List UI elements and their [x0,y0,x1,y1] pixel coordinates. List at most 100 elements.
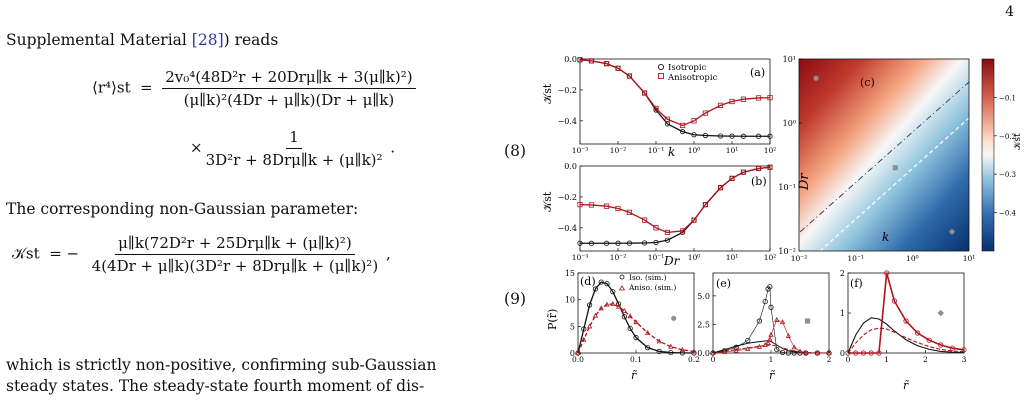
data-point [949,345,956,351]
data-point [774,317,780,322]
panel-f: 2 1 00 1 2 3 (f) r̃ [840,269,967,392]
eq9-lhs: 𝒦st [12,244,40,263]
data-point [767,133,773,139]
data-point [740,96,747,102]
x-tick-label: 0 [846,355,851,364]
panel-c-frame [798,58,970,252]
panel-c-axes: 10¹ 10⁰ 10⁻¹ 10⁻²10⁻² 10⁻¹ 10⁰ 10¹ [778,55,975,263]
data-point [577,240,583,246]
data-point [717,185,724,191]
x-tick-label: 10⁻² [610,253,627,262]
panel-e-xlabel: r̃ [769,369,775,382]
data-point [691,132,697,138]
data-point [745,337,751,344]
data-point [791,350,797,356]
panel-a-ylabel: 𝒦st [541,83,554,104]
data-point [641,217,648,223]
panel-e-label: (e) [716,277,731,290]
citation-link[interactable]: [28] [191,31,224,49]
x-tick-label: 10⁰ [688,146,701,155]
data-point [702,132,709,139]
data-point [621,314,628,320]
data-point [740,169,747,175]
data-point [627,325,633,332]
data-point [791,344,797,350]
x-tick-label: 1 [769,355,774,364]
data-point [603,61,610,67]
panel-d-legend: Iso. (sim.) Aniso. (sim.) [618,273,676,292]
panel-b-xlabel: Dr [663,254,681,268]
y-tick-label: −0.4 [558,117,577,126]
panel-b: 0.0 −0.2 −0.4 10⁻³ 10⁻² 10⁻¹ 10⁰ 10¹ 10² (b) 𝒦st… [541,162,776,268]
x-tick-label: 10¹ [963,254,976,263]
data-point [644,345,651,351]
panel-c-xlabel: k [882,230,889,244]
series-line-1 [847,327,965,354]
data-point [938,342,944,348]
panel-f-label: (f) [850,277,863,290]
data-point [733,347,739,353]
y-tick-label: 0.0 [564,55,577,64]
panel-d-ylabel: P(r̃) [546,309,559,330]
colorbar-tick-label: −0.1 [999,94,1016,102]
x-tick-label: 3 [962,355,967,364]
series-line-3 [712,319,829,354]
data-point [853,350,859,356]
eq8-lhs: ⟨r⁴⟩st [92,78,131,97]
series-line-1 [579,59,771,127]
series-line-2 [712,285,829,354]
y-tick-label: −0.4 [558,224,577,233]
panel-d-plot: 15 10 5 00.0 0.1 0.2 [565,269,700,364]
data-point [598,305,604,311]
eq8-fraction: 2v₀⁴(48D²r + 20Drμ∥k + 3(μ∥k)²) (μ∥k)²(4… [162,68,416,109]
data-point [615,205,621,212]
data-point [721,348,728,354]
colorbar [981,58,995,252]
reference-circle-marker [813,75,819,81]
equation-9-number: (9) [504,290,526,308]
panel-a-xlabel: k [668,145,675,159]
x-tick-label: 10⁻³ [572,146,589,155]
eq9-fraction: μ∥k(72D²r + 25Drμ∥k + (μ∥k)²) 4(4Dr + μ∥… [89,234,382,275]
data-point [876,350,882,356]
data-point [691,118,697,124]
data-point [626,73,633,79]
data-point [577,202,583,208]
data-point [755,95,762,101]
x-tick-label: 10⁻¹ [648,146,665,155]
eq9-numerator: μ∥k(72D²r + 25Drμ∥k + (μ∥k)²) [115,234,355,255]
reference-diamond-marker [937,309,944,317]
data-point [656,348,662,354]
data-point [588,240,595,246]
x-tick-label: 10⁻¹ [847,254,864,263]
y-tick-label: 10⁻² [778,247,796,256]
data-point [592,312,599,318]
data-point [767,164,773,170]
data-point [615,240,621,246]
panel-c-heatmap [799,59,969,251]
data-point [653,225,659,231]
colorbar-tick-label: −0.4 [999,210,1017,218]
y-tick-label: 2.5 [697,320,710,329]
x-tick-label: 10¹ [726,146,739,155]
panel-e: 5.0 2.5 0.00 1 2 (e) r̃ [697,272,832,382]
panel-c-dashed-line [819,117,970,252]
panel-e-plot: 5.0 2.5 0.00 1 2 [697,284,832,364]
x-tick-label: 0.2 [688,355,700,364]
panel-b-ylabel: 𝒦st [541,191,554,212]
series-line-0 [577,281,695,354]
eq8-numerator: 2v₀⁴(48D²r + 20Drμ∥k + 3(μ∥k)²) [162,68,416,89]
data-point [762,298,768,305]
panel-a-label: (a) [750,66,765,79]
data-point [653,105,659,112]
paragraph-conclusion-line2: steady states. The steady-state fourth m… [6,377,425,395]
data-point [581,336,587,342]
data-point [797,348,803,354]
data-point [803,349,809,355]
legend-aniso-marker [658,73,664,79]
eq8-denominator2: 3D²r + 8Drμ∥k + (μ∥k)² [205,151,383,169]
y-tick-label: −0.2 [558,193,577,202]
x-tick-label: 0.1 [630,355,642,364]
panel-d-xlabel: r̃ [631,369,637,382]
